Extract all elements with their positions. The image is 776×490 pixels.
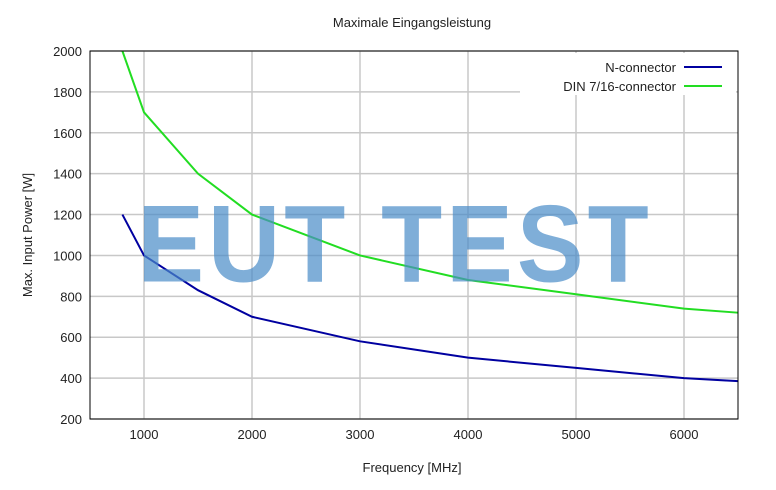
watermark: EUT TEST xyxy=(137,183,652,305)
x-tick-label: 3000 xyxy=(346,427,375,442)
y-tick-label: 1800 xyxy=(53,85,82,100)
x-tick-label: 4000 xyxy=(454,427,483,442)
y-tick-label: 800 xyxy=(60,289,82,304)
x-axis-label: Frequency [MHz] xyxy=(363,460,462,475)
y-tick-label: 1600 xyxy=(53,126,82,141)
x-tick-label: 5000 xyxy=(562,427,591,442)
y-tick-label: 1400 xyxy=(53,167,82,182)
plot-frame xyxy=(89,50,739,420)
x-tick-label: 2000 xyxy=(238,427,267,442)
x-tick-label: 1000 xyxy=(130,427,159,442)
y-tick-label: 2000 xyxy=(53,44,82,59)
series-line xyxy=(121,50,739,314)
tick-labels: 1000 2000 3000 4000 5000 6000 200 400 600 800 1000… xyxy=(53,44,698,442)
y-axis-label: Max. Input Power [W] xyxy=(20,173,35,297)
y-tick-label: 1000 xyxy=(53,248,82,263)
y-tick-label: 1200 xyxy=(53,208,82,223)
y-tick-label: 200 xyxy=(60,412,82,427)
chart-title: Maximale Eingangsleistung xyxy=(333,15,491,30)
grid xyxy=(90,50,738,420)
x-tick-label: 6000 xyxy=(670,427,699,442)
legend-label: DIN 7/16-connector xyxy=(563,79,676,94)
legend: N-connector DIN 7/16-connector xyxy=(563,60,722,94)
y-tick-label: 400 xyxy=(60,371,82,386)
legend-box xyxy=(520,53,736,95)
y-tick-label: 600 xyxy=(60,330,82,345)
legend-label: N-connector xyxy=(605,60,676,75)
series-line xyxy=(121,214,739,383)
series-lines xyxy=(121,50,739,383)
